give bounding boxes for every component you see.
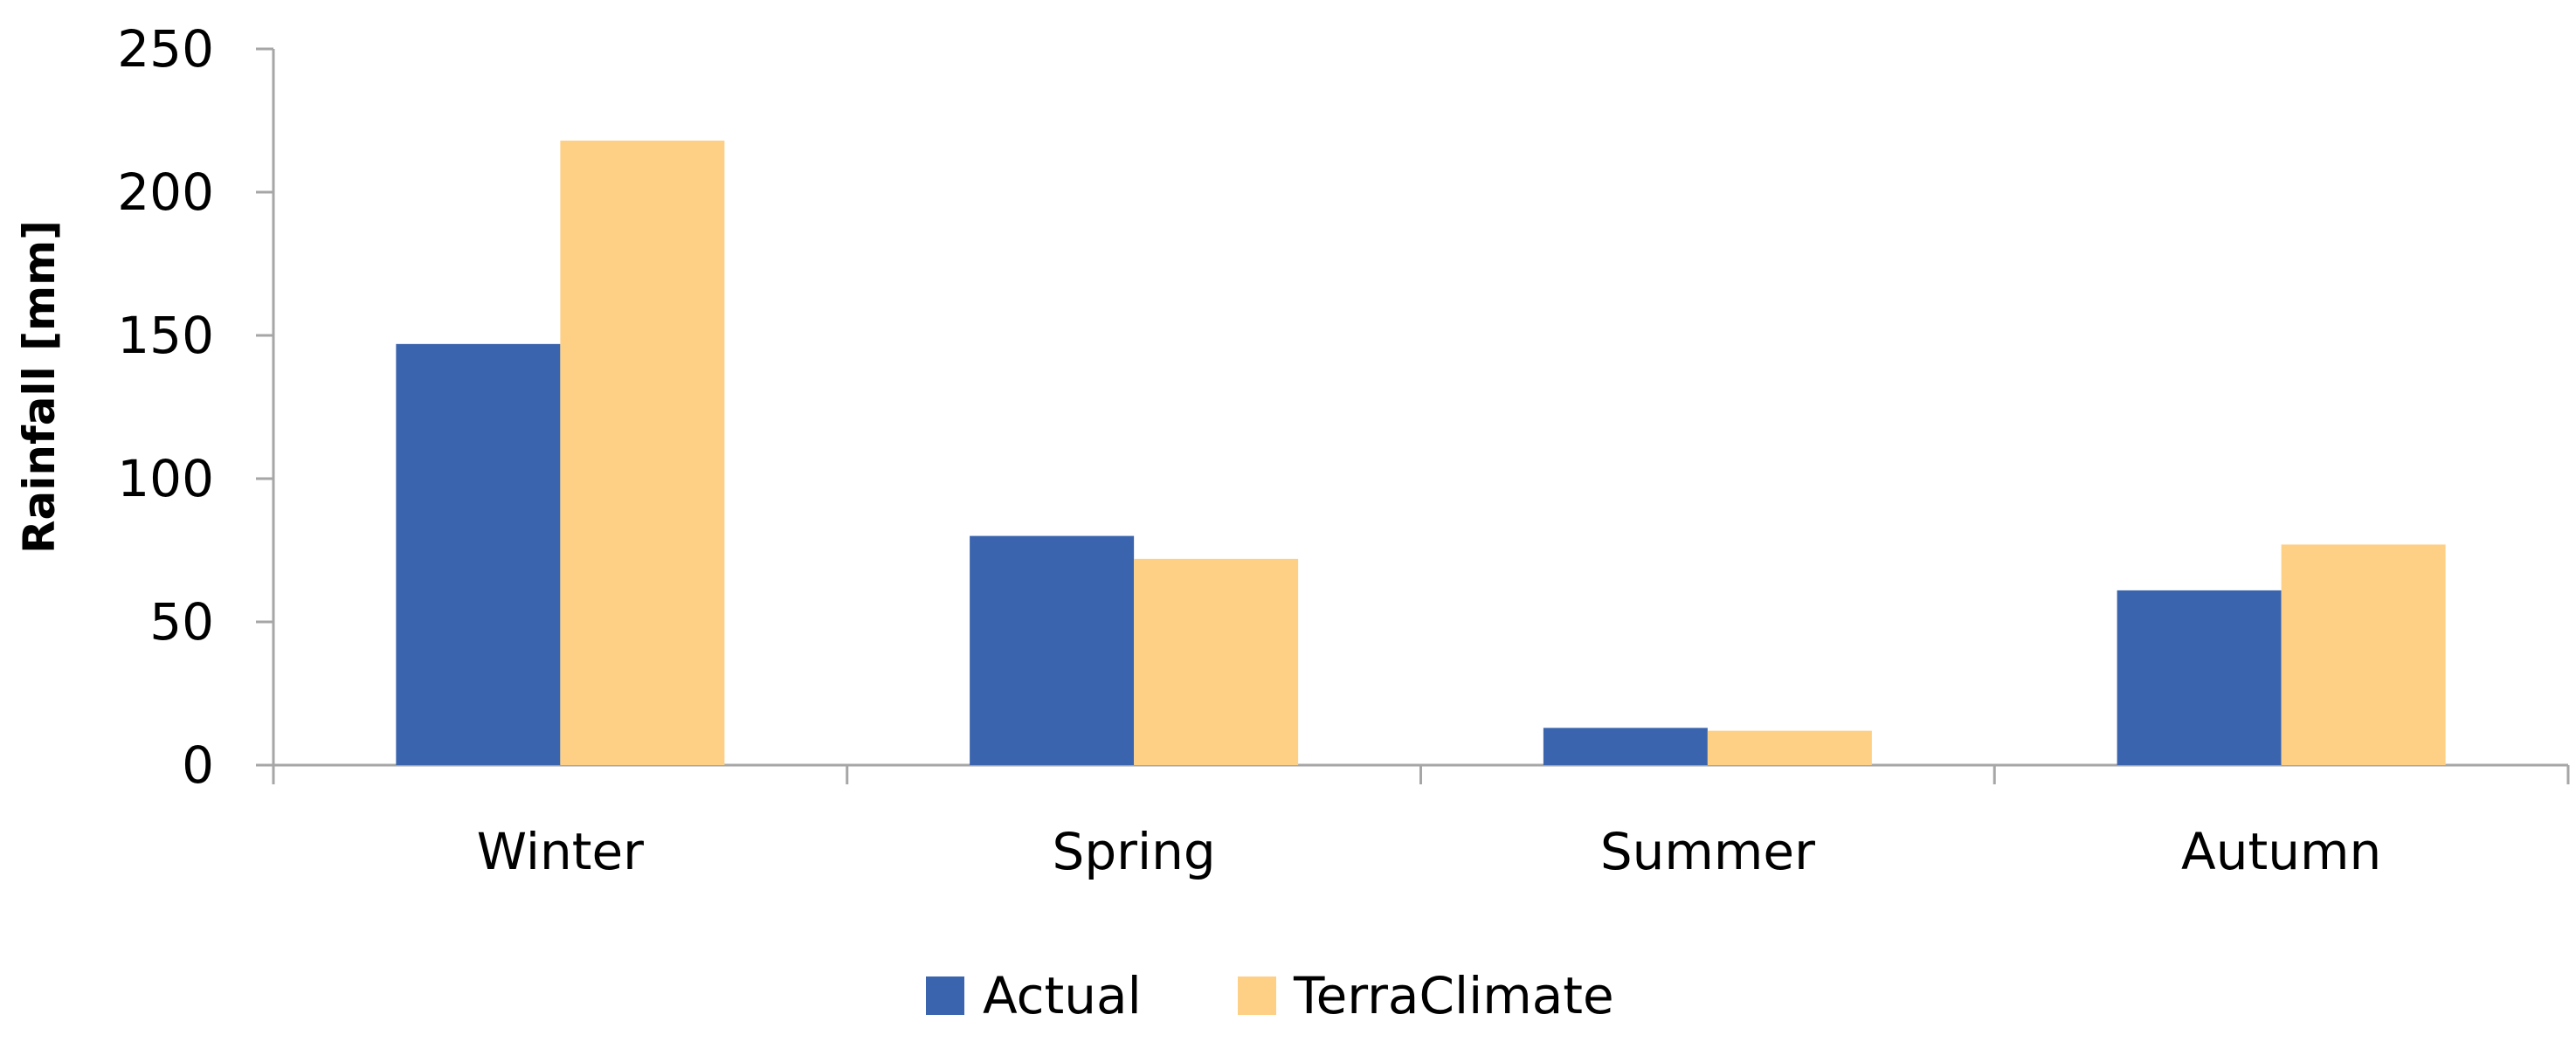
x-category-label: Autumn — [2181, 822, 2381, 881]
y-tick-label: 0 — [182, 735, 214, 795]
x-category-label: Spring — [1053, 822, 1216, 881]
bar-terraclimate-winter — [560, 140, 725, 765]
legend-swatch-actual — [926, 976, 964, 1015]
bars — [396, 140, 2446, 765]
legend-label-actual: Actual — [983, 966, 1142, 1025]
bar-terraclimate-autumn — [2281, 544, 2446, 765]
y-ticks: 0 50 100 150 200 250 — [117, 19, 273, 795]
y-tick-label: 50 — [149, 592, 214, 652]
y-tick-label: 100 — [117, 449, 214, 508]
bar-actual-summer — [1543, 728, 1708, 765]
bar-terraclimate-summer — [1707, 730, 1872, 765]
legend-swatch-terraclimate — [1238, 976, 1276, 1015]
y-tick-label: 150 — [117, 306, 214, 365]
bar-actual-autumn — [2117, 590, 2282, 765]
x-category-label: Summer — [1600, 822, 1815, 881]
x-category-labels: Winter Spring Summer Autumn — [272, 765, 2570, 881]
legend: Actual TerraClimate — [926, 966, 1614, 1025]
bar-terraclimate-spring — [1134, 558, 1299, 765]
y-axis-title: Rainfall [mm] — [14, 220, 65, 554]
bar-actual-spring — [970, 535, 1135, 765]
legend-label-terraclimate: TerraClimate — [1293, 966, 1614, 1025]
bar-actual-winter — [396, 343, 561, 765]
y-tick-label: 200 — [117, 162, 214, 222]
y-tick-label: 250 — [117, 19, 214, 79]
x-category-label: Winter — [477, 822, 644, 881]
